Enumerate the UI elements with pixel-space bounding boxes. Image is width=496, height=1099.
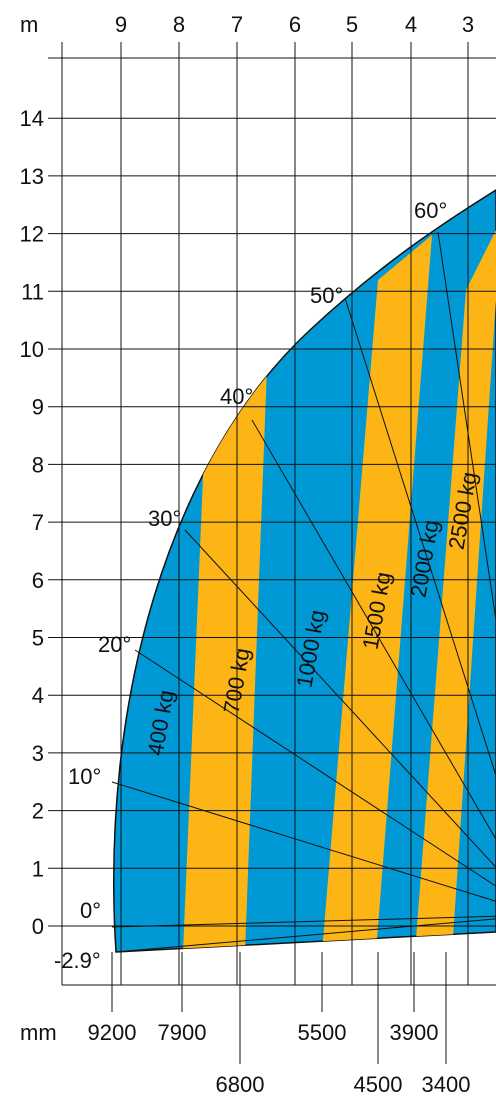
mm-tick-label: 6800: [216, 1072, 265, 1097]
x-tick-label: 8: [173, 12, 185, 37]
boom-angle-line: [115, 918, 496, 953]
y-tick-label: 14: [20, 106, 44, 131]
mm-tick-label: 4500: [354, 1072, 403, 1097]
x-tick-label: 9: [115, 12, 127, 37]
boom-angle-line: [111, 915, 496, 928]
angle-label: 20°: [98, 632, 131, 657]
y-tick-label: 0: [32, 914, 44, 939]
y-tick-label: 5: [32, 626, 44, 651]
mm-tick-label: 3400: [422, 1072, 471, 1097]
x-tick-label: 7: [231, 12, 243, 37]
x-tick-label: 5: [346, 12, 358, 37]
y-tick-label: 12: [20, 222, 44, 247]
x-unit-label: m: [20, 12, 38, 37]
y-tick-label: 2: [32, 799, 44, 824]
y-tick-label: 7: [32, 510, 44, 535]
grid: [48, 42, 496, 986]
y-tick-label: 4: [32, 683, 44, 708]
boom-angle-line: [111, 781, 496, 902]
angle-label: 0°: [80, 898, 101, 923]
y-tick-label: 9: [32, 395, 44, 420]
angle-label: 40°: [220, 384, 253, 409]
y-tick-label: 10: [20, 337, 44, 362]
angle-label: 30°: [148, 506, 181, 531]
y-tick-label: 6: [32, 568, 44, 593]
mm-tick-label: 5500: [298, 1020, 347, 1045]
x-tick-label: 6: [289, 12, 301, 37]
mm-tick-label: 3900: [390, 1020, 439, 1045]
mm-tick-label: 9200: [88, 1020, 137, 1045]
load-zone-stripe-1500: [322, 235, 432, 952]
y-tick-label: 1: [32, 856, 44, 881]
x-tick-label: 3: [462, 12, 474, 37]
x-bottom-unit-label: mm: [20, 1020, 57, 1045]
boom-angle-line: [134, 649, 496, 887]
y-tick-label: 3: [32, 741, 44, 766]
load-zone-stripe-700: [183, 340, 268, 952]
angle-label: 50°: [310, 283, 343, 308]
boom-angle-line: [344, 297, 496, 778]
y-tick-label: 13: [20, 164, 44, 189]
y-tick-label: 11: [21, 279, 44, 304]
boom-angle-line: [251, 419, 496, 841]
boom-angle-line: [184, 529, 496, 869]
angle-label: 10°: [68, 764, 101, 789]
angle-label: 60°: [414, 198, 447, 223]
boom-angle-line: [437, 231, 496, 624]
y-tick-label: 8: [32, 452, 44, 477]
x-tick-label: 4: [405, 12, 417, 37]
mm-tick-label: 7900: [158, 1020, 207, 1045]
angle-lines: [111, 231, 496, 953]
angle-label: -2.9°: [54, 948, 101, 973]
load-zone-stripe-2500: [415, 230, 496, 952]
